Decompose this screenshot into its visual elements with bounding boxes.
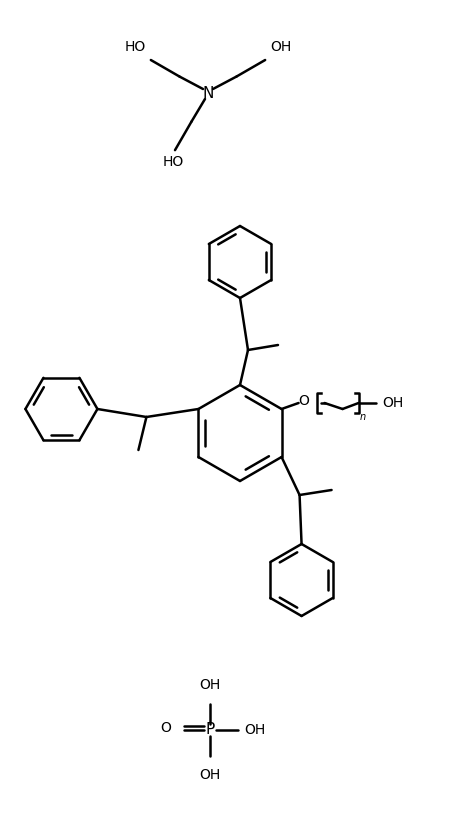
Text: OH: OH xyxy=(243,723,265,737)
Text: HO: HO xyxy=(124,40,146,54)
Text: HO: HO xyxy=(162,155,183,169)
Text: OH: OH xyxy=(199,678,220,692)
Text: O: O xyxy=(160,721,171,735)
Text: O: O xyxy=(297,394,308,408)
Text: OH: OH xyxy=(269,40,291,54)
Text: OH: OH xyxy=(382,396,403,410)
Text: n: n xyxy=(359,412,365,422)
Text: OH: OH xyxy=(199,768,220,782)
Text: P: P xyxy=(205,722,214,737)
Text: N: N xyxy=(202,86,213,101)
